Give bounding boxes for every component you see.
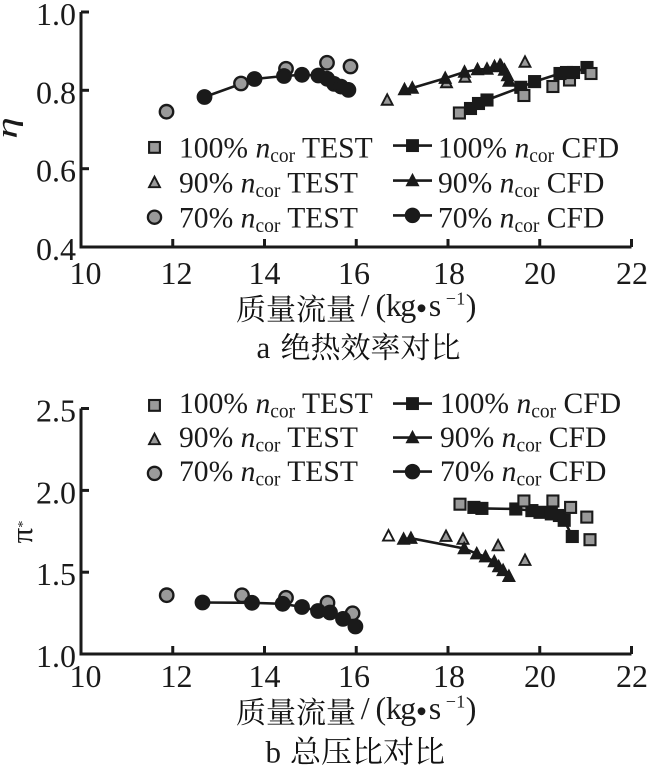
svg-text:20: 20 [524, 658, 556, 694]
svg-text:a: a [257, 330, 271, 365]
svg-text:100% ncor TEST: 100% ncor TEST [179, 388, 373, 423]
svg-text:100% ncor CFD: 100% ncor CFD [440, 388, 621, 423]
svg-text:14: 14 [249, 255, 281, 291]
svg-text:1.0: 1.0 [36, 0, 76, 32]
svg-text:2.0: 2.0 [36, 474, 76, 510]
svg-text:22: 22 [616, 658, 648, 694]
svg-text:0.4: 0.4 [36, 231, 76, 267]
svg-text:b: b [266, 735, 282, 766]
svg-text:16: 16 [338, 255, 370, 291]
svg-text:η: η [0, 117, 24, 139]
svg-text:14: 14 [249, 658, 281, 694]
svg-text:12: 12 [161, 255, 193, 291]
svg-text:20: 20 [524, 255, 556, 291]
svg-text:100% ncor CFD: 100% ncor CFD [438, 133, 619, 168]
svg-text:/(kgs)−1: / (kg s)−1 [361, 287, 477, 323]
svg-text:12: 12 [161, 658, 193, 694]
svg-text:2.5: 2.5 [36, 393, 76, 429]
svg-text:18: 18 [433, 255, 465, 291]
svg-text:10: 10 [70, 255, 102, 291]
svg-text:90% ncor CFD: 90% ncor CFD [438, 168, 604, 203]
svg-text:1.5: 1.5 [36, 556, 76, 592]
svg-text:1.0: 1.0 [36, 638, 76, 674]
svg-text:0.6: 0.6 [36, 153, 76, 189]
svg-text:10: 10 [70, 658, 102, 694]
svg-text:16: 16 [338, 658, 370, 694]
svg-text:90% ncor TEST: 90% ncor TEST [179, 168, 358, 203]
svg-text:0.8: 0.8 [36, 74, 76, 110]
svg-text:/(kgs)−1: / (kg s)−1 [361, 690, 477, 726]
svg-text:22: 22 [616, 255, 648, 291]
svg-text:18: 18 [433, 658, 465, 694]
svg-text:90% ncor CFD: 90% ncor CFD [440, 422, 606, 457]
